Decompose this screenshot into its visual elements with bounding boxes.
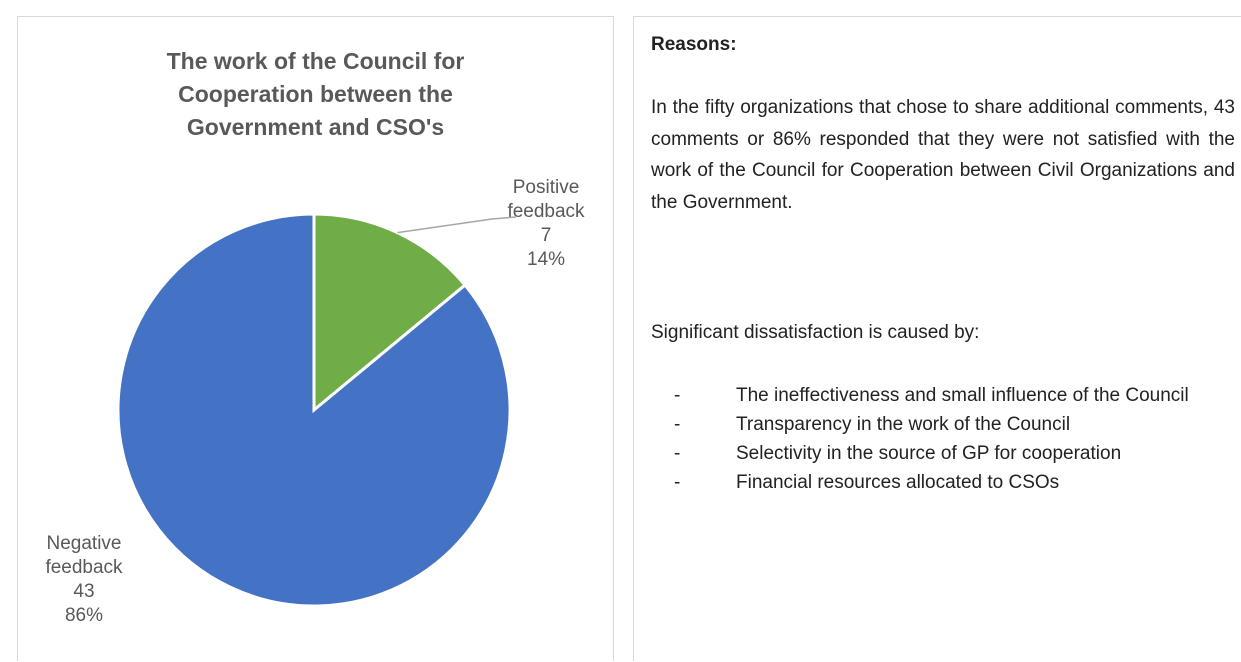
data-label-line: Negative xyxy=(47,533,122,554)
data-label-line: 86% xyxy=(65,605,103,626)
chart-title-line-3: Government and CSO's xyxy=(186,114,445,140)
chart-title: The work of the Council for Cooperation … xyxy=(18,45,613,144)
dissatisfaction-intro: Significant dissatisfaction is caused by… xyxy=(651,322,980,343)
data-label-negative-feedback: Negative feedback 43 86% xyxy=(45,533,123,626)
list-item-text: Financial resources allocated to CSOs xyxy=(736,472,1060,493)
dissatisfaction-list: - The ineffectiveness and small influence… xyxy=(674,381,1235,497)
data-label-line: 43 xyxy=(73,581,94,602)
chart-title-line-2: Cooperation between the xyxy=(178,81,453,107)
text-panel: Reasons: In the fifty organizations that… xyxy=(633,16,1241,661)
list-dash: - xyxy=(674,443,681,464)
data-label-line: 14% xyxy=(527,249,565,270)
data-label-line: feedback xyxy=(507,201,585,222)
chart-title-line-1: The work of the Council for xyxy=(166,48,465,74)
list-item: - Selectivity in the source of GP for coo… xyxy=(674,439,1235,468)
pie-chart: Positive feedback 7 14% Negative feedback 43 86… xyxy=(45,177,585,626)
data-label-line: feedback xyxy=(45,557,123,578)
reasons-heading: Reasons: xyxy=(651,34,737,55)
pie-slice-negative-feedback xyxy=(116,212,512,608)
list-dash: - xyxy=(674,414,681,435)
list-item-text: Selectivity in the source of GP for coop… xyxy=(736,443,1122,464)
list-item: - Financial resources allocated to CSOs xyxy=(674,468,1235,497)
list-item: - Transparency in the work of the Council xyxy=(674,410,1235,439)
data-label-line: Positive xyxy=(513,177,580,198)
pie-slice-positive-feedback xyxy=(312,212,468,414)
list-dash: - xyxy=(674,385,681,406)
list-item-text: The ineffectiveness and small influence … xyxy=(736,385,1189,406)
reasons-paragraph: In the fifty organizations that chose to… xyxy=(651,97,1235,213)
leader-line xyxy=(397,216,517,234)
list-dash: - xyxy=(674,472,681,493)
list-item-text: Transparency in the work of the Council xyxy=(736,414,1071,435)
data-label-line: 7 xyxy=(541,225,552,246)
list-item: - The ineffectiveness and small influence… xyxy=(674,381,1235,410)
data-label-positive-feedback: Positive feedback 7 14% xyxy=(507,177,585,270)
chart-panel: The work of the Council for Cooperation … xyxy=(17,16,614,661)
